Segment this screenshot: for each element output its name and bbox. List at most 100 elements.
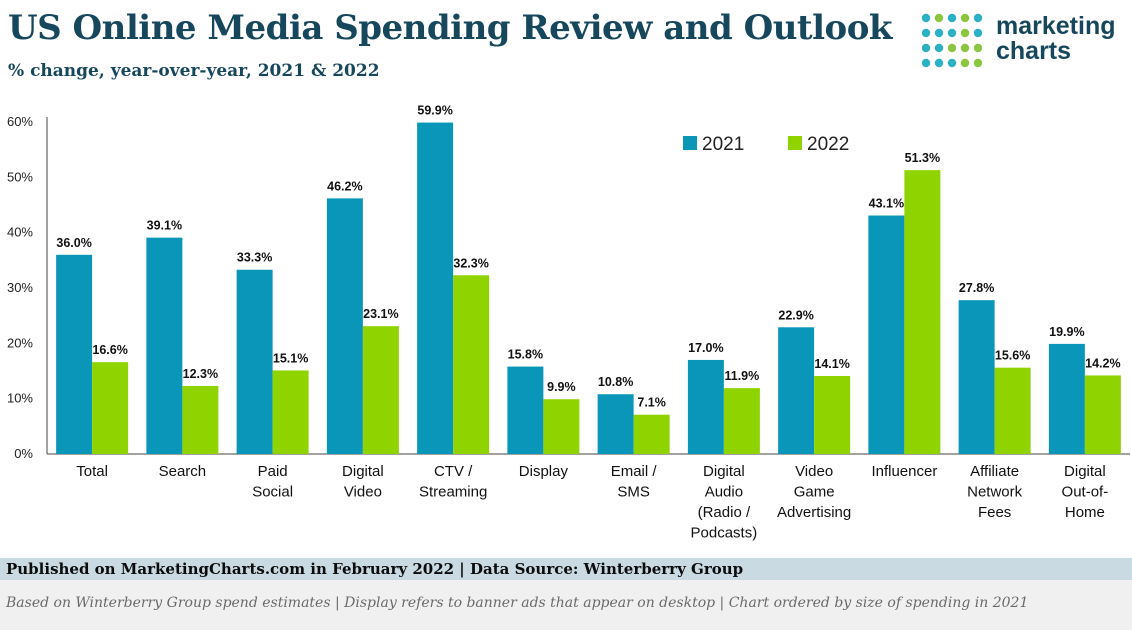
legend-swatch	[788, 136, 802, 150]
data-label: 46.2%	[327, 179, 362, 193]
data-label: 10.8%	[598, 375, 633, 389]
bar-2021	[56, 254, 93, 454]
logo-dot	[973, 28, 983, 38]
bar-2021	[687, 359, 724, 454]
data-label: 17.0%	[688, 341, 723, 355]
logo-dot	[921, 28, 931, 38]
data-label: 39.1%	[147, 219, 182, 233]
data-label: 22.9%	[778, 308, 813, 322]
marketingcharts-logo: marketing charts	[920, 12, 1125, 72]
chart-title: US Online Media Spending Review and Outl…	[8, 8, 892, 48]
logo-dot	[973, 58, 983, 68]
category-label: Digital Audio (Radio / Podcasts)	[691, 463, 758, 542]
data-label: 59.9%	[417, 104, 452, 118]
legend-label: 2021	[702, 134, 744, 155]
logo-dot	[973, 43, 983, 53]
data-label: 19.9%	[1049, 325, 1084, 339]
category-label: Display	[519, 463, 569, 480]
data-label: 36.0%	[56, 236, 91, 250]
bar-2022	[543, 399, 580, 454]
bar-2022	[1084, 375, 1121, 454]
logo-dot	[934, 13, 944, 23]
data-label: 14.2%	[1085, 356, 1120, 370]
data-label: 51.3%	[905, 151, 940, 165]
data-label: 23.1%	[363, 307, 398, 321]
bar-2022	[814, 375, 851, 454]
data-label: 27.8%	[959, 281, 994, 295]
data-label: 12.3%	[183, 367, 218, 381]
y-tick-label: 40%	[7, 225, 33, 240]
category-label: Affiliate Network Fees	[967, 463, 1023, 521]
logo-dot	[973, 13, 983, 23]
data-label: 15.8%	[508, 348, 543, 362]
y-tick-label: 50%	[7, 169, 33, 184]
bar-2022	[994, 367, 1031, 454]
logo-dot	[934, 28, 944, 38]
logo-dot	[934, 58, 944, 68]
bar-2021	[1048, 343, 1085, 454]
category-label: Influencer	[871, 463, 937, 480]
bar-2022	[92, 362, 129, 454]
logo-dot	[960, 43, 970, 53]
logo-dots-icon	[921, 13, 983, 68]
y-tick-label: 30%	[7, 280, 33, 295]
data-label: 16.6%	[92, 343, 127, 357]
logo-dot	[947, 43, 957, 53]
logo-text-line1: marketing	[996, 12, 1116, 40]
bar-2021	[868, 215, 905, 454]
data-label: 11.9%	[724, 369, 759, 383]
bar-2021	[417, 122, 454, 454]
logo-dot	[960, 13, 970, 23]
data-label: 15.1%	[273, 351, 308, 365]
bar-2021	[236, 269, 273, 454]
logo-dot	[921, 58, 931, 68]
bar-2021	[778, 327, 815, 454]
category-label: Video Game Advertising	[777, 463, 851, 521]
footnote-text: Based on Winterberry Group spend estimat…	[6, 595, 1029, 611]
bar-2021	[326, 198, 363, 454]
logo-dot	[960, 28, 970, 38]
logo-dot	[921, 43, 931, 53]
logo-dot	[947, 58, 957, 68]
chart-subtitle: % change, year-over-year, 2021 & 2022	[8, 61, 380, 81]
bar-2021	[507, 366, 544, 454]
logo-text-line2: charts	[996, 37, 1072, 65]
y-tick-label: 0%	[14, 446, 33, 461]
bar-2021	[146, 237, 183, 454]
footnote-bar: Based on Winterberry Group spend estimat…	[0, 580, 1132, 630]
bar-chart: 0% 10% 20% 30% 40% 50% 60% 36.0% 16.6% Total 39.1%…	[7, 104, 1130, 542]
data-label: 33.3%	[237, 251, 272, 265]
category-label: Paid Social	[252, 463, 293, 501]
category-label: Digital Video	[342, 463, 384, 501]
bar-2022	[904, 170, 941, 454]
legend-swatch	[683, 136, 697, 150]
y-tick-label: 10%	[7, 391, 33, 406]
logo-dot	[947, 13, 957, 23]
data-label: 14.1%	[814, 357, 849, 371]
bar-2022	[362, 326, 399, 454]
category-label: CTV / Streaming	[419, 463, 487, 501]
bar-2022	[272, 370, 309, 454]
data-label: 9.9%	[547, 380, 576, 394]
category-label: Digital Out-of-Home	[1062, 463, 1109, 521]
source-bar: Published on MarketingCharts.com in Febr…	[0, 558, 1132, 580]
logo-dot	[947, 28, 957, 38]
bar-2022	[453, 275, 490, 454]
bar-2022	[633, 414, 670, 454]
bar-2021	[597, 394, 634, 454]
data-label: 43.1%	[869, 197, 904, 211]
logo-dot	[934, 43, 944, 53]
bar-2022	[182, 385, 219, 454]
bar-2021	[958, 300, 995, 454]
data-label: 7.1%	[637, 396, 666, 410]
data-label: 32.3%	[453, 256, 488, 270]
category-label: Email / SMS	[611, 463, 658, 501]
source-text: Published on MarketingCharts.com in Febr…	[6, 560, 744, 578]
category-label: Total	[76, 463, 108, 480]
y-tick-label: 20%	[7, 335, 33, 350]
y-tick-label: 60%	[7, 114, 33, 129]
category-label: Search	[159, 463, 207, 480]
logo-dot	[960, 58, 970, 68]
bar-2022	[723, 388, 760, 454]
legend-label: 2022	[807, 134, 849, 155]
